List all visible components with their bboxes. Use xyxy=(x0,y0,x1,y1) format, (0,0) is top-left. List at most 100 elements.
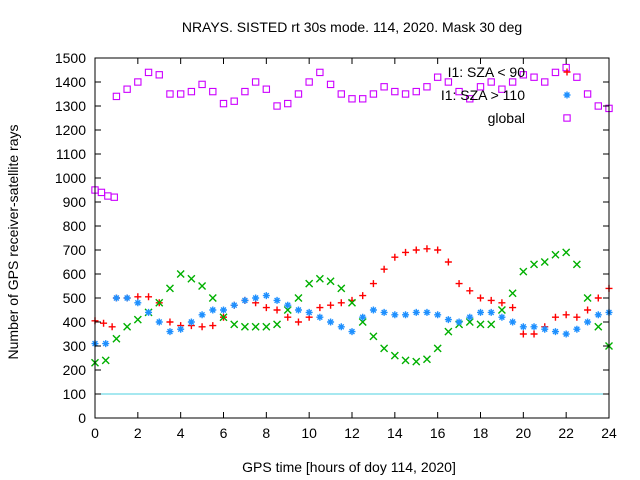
data-point-series-3 xyxy=(294,90,303,98)
data-point-series-2 xyxy=(177,325,185,333)
x-axis-label: GPS time [hours of doy 114, 2020] xyxy=(242,459,456,475)
data-point-series-1 xyxy=(348,298,356,307)
data-point-series-0 xyxy=(209,322,217,330)
data-point-series-3 xyxy=(198,80,206,89)
data-point-series-3 xyxy=(123,85,131,93)
data-point-series-2 xyxy=(444,316,452,324)
data-point-series-1 xyxy=(497,306,506,314)
y-tick-label: 1500 xyxy=(55,50,86,66)
data-point-series-3 xyxy=(209,87,217,96)
data-point-series-2 xyxy=(594,311,602,319)
x-tick-label: 10 xyxy=(301,425,317,441)
data-point-series-2 xyxy=(316,313,324,321)
data-point-series-2 xyxy=(573,325,581,333)
data-point-series-0 xyxy=(487,296,495,304)
y-tick-label: 100 xyxy=(63,386,87,402)
data-point-series-0 xyxy=(434,246,442,254)
data-point-series-3 xyxy=(380,83,388,91)
data-point-series-1 xyxy=(369,332,378,341)
legend-marker xyxy=(563,68,571,76)
data-point-series-2 xyxy=(369,306,377,314)
data-point-series-3 xyxy=(97,188,106,197)
data-point-series-0 xyxy=(466,287,474,295)
data-point-series-2 xyxy=(166,328,174,336)
data-point-series-0 xyxy=(198,323,206,331)
data-point-series-2 xyxy=(423,308,431,316)
data-point-series-2 xyxy=(380,308,388,316)
data-point-series-1 xyxy=(123,322,132,331)
data-point-series-3 xyxy=(326,80,335,89)
data-point-series-1 xyxy=(530,260,539,269)
data-point-series-0 xyxy=(273,306,281,314)
data-point-series-3 xyxy=(241,87,249,96)
data-point-series-1 xyxy=(262,322,271,331)
data-point-series-2 xyxy=(509,318,517,326)
legend: I1: SZA < 90 I1: SZA > 110 global xyxy=(441,64,571,126)
data-point-series-2 xyxy=(209,306,217,314)
data-point-series-3 xyxy=(573,73,581,81)
data-point-series-0 xyxy=(145,293,153,301)
data-point-series-3 xyxy=(487,78,495,86)
data-point-series-0 xyxy=(100,319,108,327)
data-point-series-3 xyxy=(508,78,517,86)
plot-frame xyxy=(94,57,610,419)
data-points xyxy=(91,63,613,367)
data-point-series-3 xyxy=(455,87,463,96)
data-point-series-0 xyxy=(412,246,420,254)
data-point-series-1 xyxy=(551,250,560,259)
chart-title: NRAYS. SISTED rt 30s mode. 114, 2020. Ma… xyxy=(182,19,522,35)
data-point-series-1 xyxy=(315,274,324,283)
data-point-series-1 xyxy=(294,294,303,302)
data-point-series-0 xyxy=(262,304,270,312)
data-point-series-3 xyxy=(316,68,324,77)
legend-marker xyxy=(563,114,571,122)
data-point-series-2 xyxy=(391,311,399,319)
data-point-series-0 xyxy=(337,299,345,307)
data-point-series-3 xyxy=(284,99,292,108)
data-point-series-2 xyxy=(198,311,206,319)
data-point-series-1 xyxy=(562,248,571,257)
data-point-series-3 xyxy=(104,192,112,200)
data-point-series-3 xyxy=(423,83,431,91)
y-tick-label: 300 xyxy=(63,338,87,354)
data-point-series-1 xyxy=(594,322,603,331)
data-point-series-2 xyxy=(262,292,270,300)
y-tick-label: 500 xyxy=(63,290,87,306)
x-tick-label: 0 xyxy=(91,425,99,441)
data-point-series-2 xyxy=(230,301,238,309)
data-point-series-1 xyxy=(540,258,549,266)
data-point-series-1 xyxy=(519,267,528,276)
data-point-series-2 xyxy=(155,318,163,326)
y-tick-label: 900 xyxy=(63,194,87,210)
data-point-series-3 xyxy=(305,78,313,86)
data-point-series-1 xyxy=(326,277,335,286)
data-point-series-3 xyxy=(359,95,367,103)
data-point-series-1 xyxy=(155,298,164,307)
data-point-series-1 xyxy=(176,270,185,278)
legend-label: I1: SZA < 90 xyxy=(448,64,526,80)
data-point-series-2 xyxy=(327,318,335,326)
data-point-series-2 xyxy=(412,308,420,316)
data-point-series-3 xyxy=(551,68,560,77)
data-point-series-0 xyxy=(327,301,335,309)
x-tick-label: 8 xyxy=(262,425,270,441)
data-point-series-0 xyxy=(316,304,324,312)
data-point-series-3 xyxy=(498,85,506,93)
data-point-series-3 xyxy=(433,73,442,81)
data-point-series-2 xyxy=(123,294,131,302)
data-point-series-2 xyxy=(305,308,313,316)
data-point-series-0 xyxy=(294,318,302,326)
data-point-series-2 xyxy=(337,323,345,331)
data-point-series-3 xyxy=(412,87,420,96)
data-point-series-1 xyxy=(133,315,142,324)
data-point-series-1 xyxy=(187,274,196,283)
data-point-series-0 xyxy=(166,318,174,326)
data-point-series-1 xyxy=(444,327,453,336)
data-point-series-1 xyxy=(572,260,581,269)
data-point-series-1 xyxy=(198,282,207,290)
data-point-series-2 xyxy=(402,311,410,319)
data-point-series-1 xyxy=(508,289,517,298)
data-point-series-3 xyxy=(530,73,538,81)
x-tick-label: 4 xyxy=(177,425,185,441)
